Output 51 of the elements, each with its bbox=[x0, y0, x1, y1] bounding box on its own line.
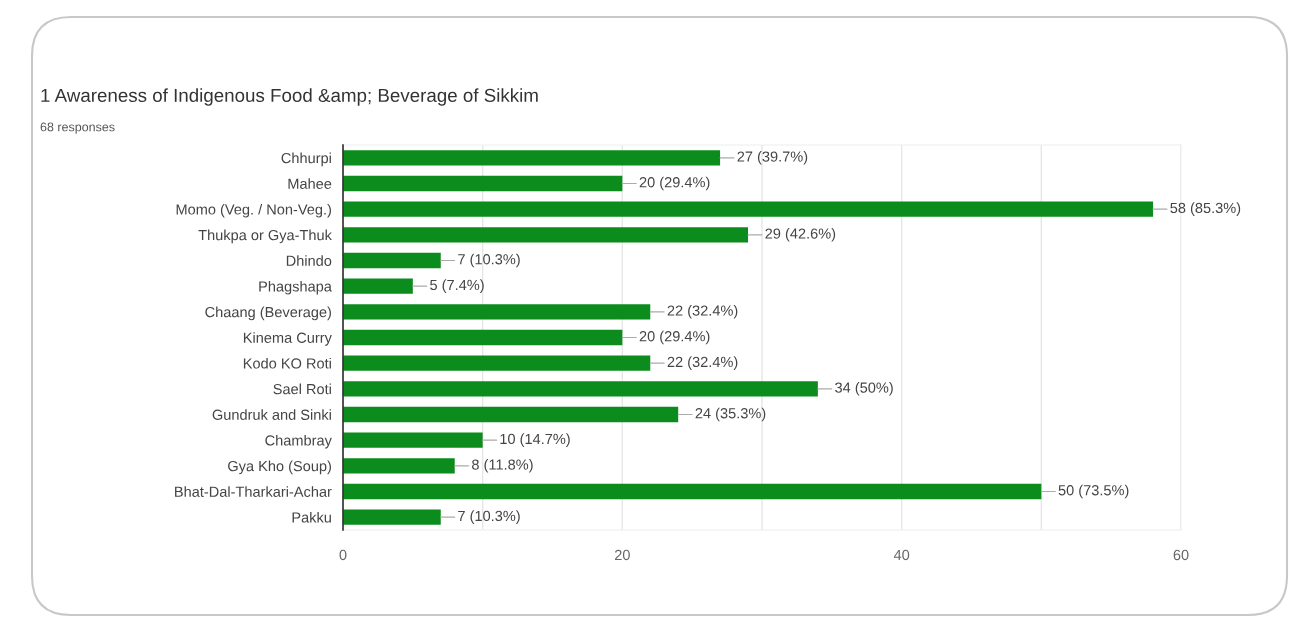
data-label: 58 (85.3%) bbox=[1170, 202, 1241, 216]
bar bbox=[343, 201, 1154, 217]
data-label: 34 (50%) bbox=[835, 382, 893, 396]
y-tick-label: Mahee bbox=[288, 178, 332, 189]
bar bbox=[343, 227, 749, 243]
data-label: 27 (39.7%) bbox=[737, 151, 808, 165]
bar bbox=[343, 509, 441, 525]
data-label: 50 (73.5%) bbox=[1058, 484, 1129, 499]
bar bbox=[343, 175, 623, 192]
y-tick-label: Chhurpi bbox=[281, 152, 331, 167]
bar bbox=[343, 304, 651, 320]
data-label: 20 (29.4%) bbox=[639, 330, 710, 345]
y-tick-label: Thukpa or Gya-Thuk bbox=[198, 229, 332, 244]
bar bbox=[343, 150, 721, 166]
x-tick-label: 20 bbox=[614, 549, 630, 561]
bar bbox=[343, 355, 651, 371]
y-tick-label: Dhindo bbox=[286, 255, 332, 266]
data-label: 7 (10.3%) bbox=[458, 253, 520, 268]
y-tick-label: Momo (Veg. / Non-Veg.) bbox=[176, 203, 331, 218]
x-tick-label: 40 bbox=[893, 549, 910, 561]
bar bbox=[343, 483, 1042, 500]
text: 68 responses bbox=[40, 122, 115, 134]
y-tick-label: Sael Roti bbox=[273, 383, 331, 395]
bar bbox=[343, 278, 413, 294]
y-tick-label: Pakku bbox=[292, 511, 331, 523]
data-label: 22 (32.4%) bbox=[667, 305, 738, 319]
y-tick-label: Kinema Curry bbox=[243, 332, 332, 346]
y-tick-label: Gya Kho (Soup) bbox=[228, 460, 331, 475]
bar bbox=[343, 432, 483, 448]
x-tick-label: 0 bbox=[339, 549, 347, 561]
bar bbox=[343, 381, 818, 397]
data-label: 29 (42.6%) bbox=[765, 228, 836, 242]
y-tick-label: Phagshapa bbox=[259, 280, 332, 295]
y-tick-label: Kodo KO Roti bbox=[243, 357, 331, 369]
y-tick-label: Bhat-Dal-Tharkari-Achar bbox=[175, 486, 332, 497]
chart-title: 1 Awareness of Indigenous Food &amp; Beverage of Sikkim bbox=[41, 88, 538, 106]
data-label: 10 (14.7%) bbox=[500, 433, 570, 447]
x-tick-label: 60 bbox=[1173, 549, 1189, 561]
data-label: 5 (7.4%) bbox=[430, 279, 484, 293]
bar bbox=[343, 329, 623, 346]
y-tick-label: Gundruk and Sinki bbox=[212, 409, 331, 420]
data-label: 24 (35.3%) bbox=[695, 407, 766, 422]
data-label: 22 (32.4%) bbox=[667, 356, 738, 370]
y-tick-label: Chaang (Beverage) bbox=[205, 306, 331, 321]
bar bbox=[343, 406, 679, 423]
data-label: 20 (29.4%) bbox=[639, 176, 710, 191]
bar bbox=[343, 458, 455, 474]
data-label: 8 (11.8%) bbox=[472, 459, 533, 473]
data-label: 7 (10.3%) bbox=[458, 510, 520, 524]
y-tick-label: Chambray bbox=[265, 434, 332, 449]
bar bbox=[343, 252, 441, 269]
